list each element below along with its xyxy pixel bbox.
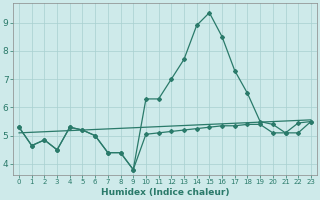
X-axis label: Humidex (Indice chaleur): Humidex (Indice chaleur) xyxy=(101,188,229,197)
